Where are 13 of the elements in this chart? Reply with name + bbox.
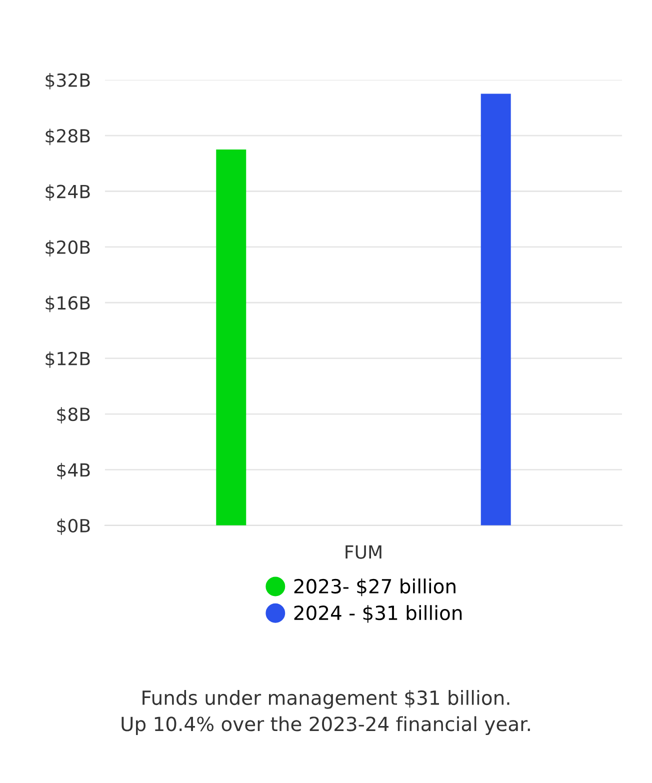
y-tick-label: $4B [57, 462, 90, 480]
y-tick-label: $24B [46, 184, 90, 201]
y-tick-label: $20B [46, 240, 90, 256]
y-tick-label: $16B [46, 296, 90, 312]
text: Funds under management $31 billion. Up 10.4% over the 2023-24 financial year. [122, 690, 530, 736]
y-tick-label: $28B [46, 128, 90, 146]
y-tick-label: $8B [57, 407, 90, 424]
y-tick-label: $32B [46, 73, 90, 90]
legend-label: 2024 - $31 billion [294, 605, 462, 623]
y-tick-label: $0B [57, 518, 90, 535]
y-tick-label: $12B [46, 351, 90, 368]
legend-label: 2023- $27 billion [294, 578, 456, 596]
x-tick-label: FUM [346, 545, 382, 559]
